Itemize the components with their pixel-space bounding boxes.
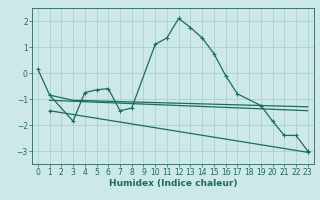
X-axis label: Humidex (Indice chaleur): Humidex (Indice chaleur) [108, 179, 237, 188]
